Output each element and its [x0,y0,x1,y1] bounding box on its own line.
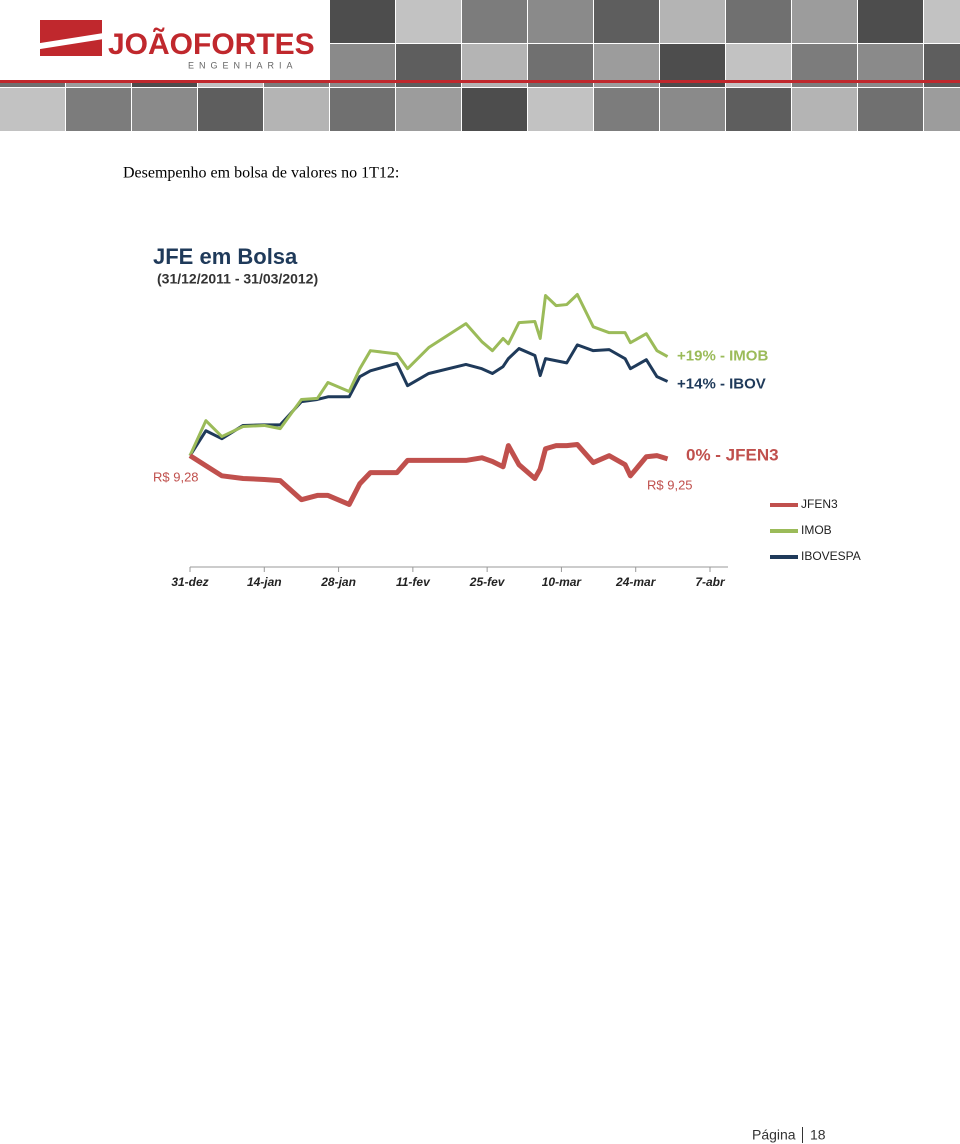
photo-tile [858,0,923,43]
start-price-label: R$ 9,28 [153,469,199,484]
series-line [188,343,669,457]
x-tick-label: 10-mar [542,575,583,589]
logo-mark [34,20,110,56]
brand: JOÃOFORTES [108,27,315,61]
photo-tile [660,44,725,87]
tagline: ENGENHARIA [188,60,298,70]
header-rule [0,80,960,83]
photo-tile [792,44,857,87]
x-tick-label: 28-jan [320,575,356,589]
photo-tile [396,88,461,131]
photo-tile [924,88,960,131]
photo-tile [330,44,395,87]
photo-tile [594,44,659,87]
series-line [188,442,669,507]
heading: Desempenho em bolsa de valores no 1T12: [123,165,399,182]
photo-tile [924,0,960,43]
photo-tile [660,88,725,131]
legend-label: IBOVESPA [801,549,861,563]
photo-tile [528,0,593,43]
photo-tile [858,88,923,131]
photo-tile [726,44,791,87]
page-label: Página [752,1127,796,1143]
photo-tile [198,88,263,131]
photo-tile [264,88,329,131]
chart-title: JFE em Bolsa [153,244,298,269]
end-label: +19% - IMOB [677,347,768,364]
x-tick-label: 7-abr [695,575,726,589]
photo-tile [528,88,593,131]
photo-tile [132,88,197,131]
legend-label: IMOB [801,523,832,537]
photo-tile [462,0,527,43]
photo-tile [858,44,923,87]
footer-divider [802,1127,803,1143]
x-tick-label: 11-fev [396,575,431,589]
photo-tile [396,0,461,43]
photo-tile [462,88,527,131]
photo-tile [594,88,659,131]
x-tick-label: 31-dez [171,575,208,589]
chart: 31-dez 14-jan 28-jan 11-fev 25-fev 10-mar 24-m… [153,292,861,589]
series-line [188,292,669,457]
photo-tile [726,0,791,43]
photo-tile [330,0,395,43]
end-price-label: R$ 9,25 [647,477,693,492]
legend-label: JFEN3 [801,497,838,511]
chart-subtitle: (31/12/2011 - 31/03/2012) [157,271,318,287]
x-tick-label: 25-fev [469,575,506,589]
photo-tile [594,0,659,43]
page-number: 18 [810,1127,826,1143]
x-tick-label: 14-jan [247,575,282,589]
x-tick-label: 24-mar [615,575,657,589]
end-label: +14% - IBOV [677,375,766,392]
photo-tile [528,44,593,87]
photo-tile [660,0,725,43]
photo-tile [792,0,857,43]
photo-tile [924,44,960,87]
photo-tile [330,88,395,131]
end-label: 0% - JFEN3 [686,445,779,464]
photo-tile [66,88,131,131]
photo-tile [0,88,65,131]
photo-tile [726,88,791,131]
photo-tile [396,44,461,87]
photo-tile [462,44,527,87]
photo-tile [792,88,857,131]
